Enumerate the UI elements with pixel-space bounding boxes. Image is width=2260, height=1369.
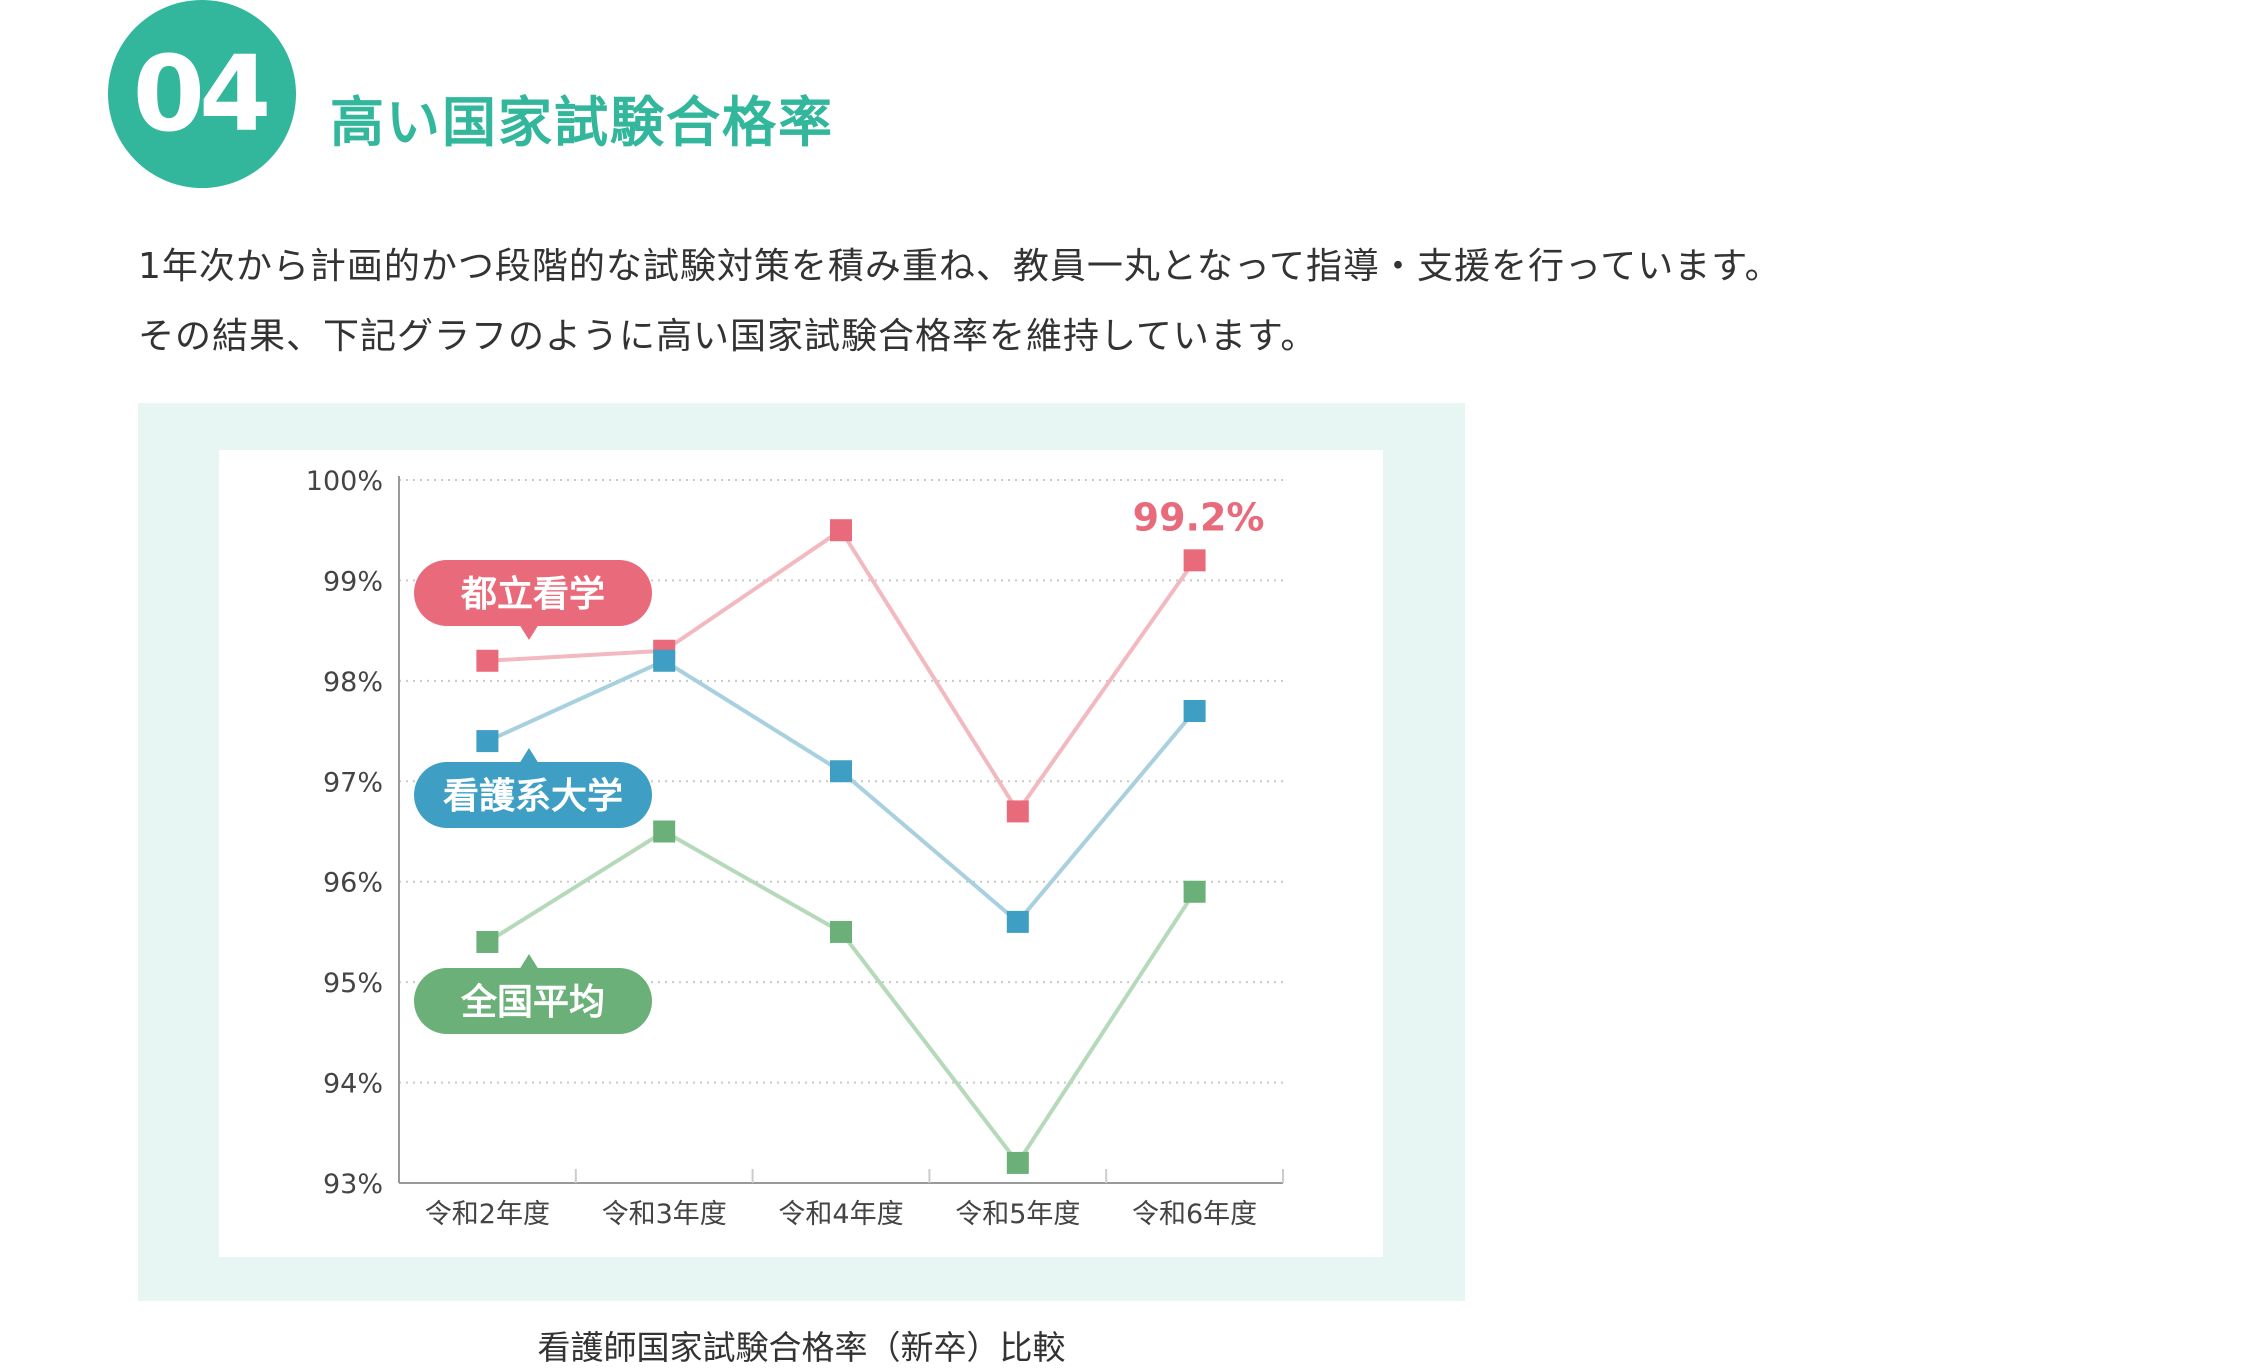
x-tick-label: 令和2年度 <box>425 1199 550 1230</box>
value-annotation: 99.2% <box>1133 495 1265 539</box>
y-tick-label: 99% <box>323 566 383 597</box>
series-tokyo-nursing-school-point <box>1006 800 1029 823</box>
series-tokyo-nursing-school-point <box>830 519 852 542</box>
series-tokyo-nursing-school-point <box>476 649 499 672</box>
bubble-pointer <box>519 748 539 764</box>
y-tick-label: 96% <box>323 868 383 899</box>
series-national-average-point <box>830 920 852 943</box>
series-national-average-point <box>476 930 499 953</box>
series-tokyo-nursing-school-point <box>1183 549 1206 572</box>
chart-panel: 93% 94% 95% 96% 97% 98% 99% 100% 令和2年度 令和3年度 令和4年度… <box>138 403 1465 1301</box>
x-tick-label: 令和4年度 <box>778 1199 903 1230</box>
series-national-average-point <box>1183 880 1206 903</box>
pass-rate-line-chart: 93% 94% 95% 96% 97% 98% 99% 100% 令和2年度 令和3年度 令和4年度… <box>306 466 1284 1230</box>
series-nursing-universities-point <box>830 760 852 783</box>
series-national-average-label-bubble <box>414 968 652 1034</box>
intro-line-1: 1年次から計画的かつ段階的な試験対策を積み重ね、教員一丸となって指導・支援を行っ… <box>138 246 1782 287</box>
x-tick-label: 令和5年度 <box>955 1199 1080 1230</box>
series-nursing-universities-label-bubble <box>414 762 652 828</box>
chart-caption: 看護師国家試験合格率（新卒）比較 <box>537 1328 1066 1367</box>
y-tick-label: 94% <box>323 1069 383 1100</box>
y-tick-label: 98% <box>323 667 383 698</box>
legend-label: 全国平均 <box>460 981 605 1023</box>
series-national-average-point <box>1006 1151 1029 1174</box>
series-nursing-universities-point <box>476 730 499 753</box>
chart-card: 93% 94% 95% 96% 97% 98% 99% 100% 令和2年度 令和3年度 令和4年度… <box>219 450 1383 1257</box>
y-tick-label: 100% <box>306 466 383 497</box>
x-tick-label: 令和6年度 <box>1132 1199 1257 1230</box>
intro-line-2: その結果、下記グラフのように高い国家試験合格率を維持しています。 <box>138 316 1318 357</box>
y-tick-label: 93% <box>323 1169 383 1200</box>
y-tick-label: 95% <box>323 968 383 999</box>
x-tick-label: 令和3年度 <box>602 1199 727 1230</box>
series-tokyo-nursing-school-label-bubble <box>414 560 652 626</box>
section-title: 高い国家試験合格率 <box>330 91 834 154</box>
bubble-pointer <box>519 954 539 970</box>
legend-label: 看護系大学 <box>443 775 623 817</box>
series-nursing-universities-point <box>1006 910 1029 933</box>
section-number-badge: 04 <box>108 0 296 188</box>
series-nursing-universities-point <box>1183 699 1206 722</box>
legend-label: 都立看学 <box>460 573 605 615</box>
y-tick-label: 97% <box>323 767 383 798</box>
series-nursing-universities-point <box>653 649 676 672</box>
series-national-average-point <box>653 820 676 843</box>
bubble-pointer <box>519 624 539 640</box>
